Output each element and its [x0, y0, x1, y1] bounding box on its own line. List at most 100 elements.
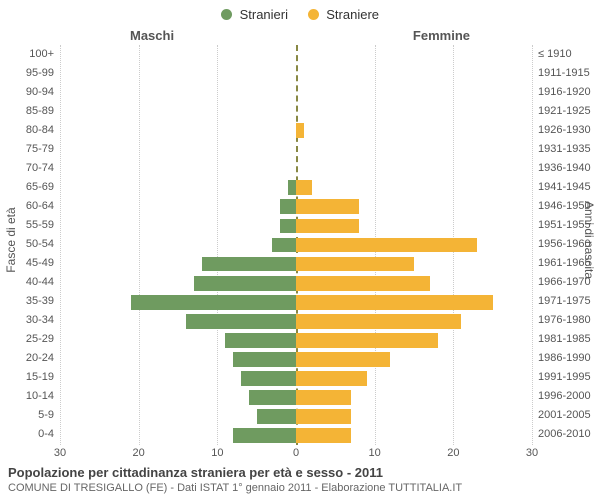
birth-year-label: 1961-1965 — [538, 257, 591, 269]
pyramid-row — [60, 66, 532, 81]
age-label: 75-79 — [26, 143, 54, 155]
bar-female — [296, 390, 351, 405]
pyramid-row — [60, 371, 532, 386]
pyramid-row — [60, 47, 532, 62]
age-label: 80-84 — [26, 124, 54, 136]
pyramid-row — [60, 199, 532, 214]
pyramid-row — [60, 276, 532, 291]
bar-female — [296, 199, 359, 214]
age-label: 40-44 — [26, 276, 54, 288]
pyramid-row — [60, 352, 532, 367]
age-label: 55-59 — [26, 219, 54, 231]
birth-year-label: 1911-1915 — [538, 67, 590, 79]
x-tick-label: 10 — [369, 447, 381, 459]
pyramid-row — [60, 142, 532, 157]
birth-year-label: 1926-1930 — [538, 124, 591, 136]
pyramid-row — [60, 85, 532, 100]
age-label: 50-54 — [26, 238, 54, 250]
pyramid-row — [60, 180, 532, 195]
x-tick-label: 20 — [133, 447, 145, 459]
bar-male — [288, 180, 296, 195]
age-label: 5-9 — [38, 409, 54, 421]
bar-male — [194, 276, 296, 291]
x-tick-label: 0 — [293, 447, 299, 459]
age-label: 15-19 — [26, 371, 54, 383]
bar-female — [296, 276, 430, 291]
birth-year-label: 1941-1945 — [538, 181, 591, 193]
bar-female — [296, 314, 461, 329]
age-label: 45-49 — [26, 257, 54, 269]
legend-item-male: Stranieri — [221, 6, 288, 22]
bar-male — [280, 199, 296, 214]
legend-item-female: Straniere — [308, 6, 379, 22]
bar-female — [296, 238, 477, 253]
x-tick-label: 20 — [447, 447, 459, 459]
grid-line — [532, 45, 533, 445]
legend-label-female: Straniere — [326, 7, 379, 22]
bar-male — [249, 390, 296, 405]
caption: Popolazione per cittadinanza straniera p… — [8, 465, 592, 494]
pyramid-row — [60, 409, 532, 424]
bar-female — [296, 257, 414, 272]
birth-year-label: 1936-1940 — [538, 162, 591, 174]
column-header-female: Femmine — [413, 28, 470, 43]
legend-swatch-male — [221, 9, 232, 20]
caption-title: Popolazione per cittadinanza straniera p… — [8, 465, 592, 480]
age-label: 85-89 — [26, 105, 54, 117]
plot-area: 3020100102030100+≤ 191095-991911-191590-… — [60, 45, 532, 445]
pyramid-row — [60, 161, 532, 176]
bar-female — [296, 219, 359, 234]
bar-male — [186, 314, 296, 329]
birth-year-label: 1986-1990 — [538, 352, 591, 364]
pyramid-row — [60, 104, 532, 119]
pyramid-row — [60, 238, 532, 253]
legend-label-male: Stranieri — [240, 7, 288, 22]
bar-male — [233, 352, 296, 367]
legend-swatch-female — [308, 9, 319, 20]
bar-female — [296, 428, 351, 443]
birth-year-label: 1971-1975 — [538, 295, 591, 307]
age-label: 65-69 — [26, 181, 54, 193]
birth-year-label: 1931-1935 — [538, 143, 591, 155]
birth-year-label: ≤ 1910 — [538, 48, 572, 60]
y-axis-left-title: Fasce di età — [4, 207, 18, 272]
age-label: 10-14 — [26, 390, 54, 402]
pyramid-row — [60, 428, 532, 443]
age-label: 20-24 — [26, 352, 54, 364]
bar-male — [233, 428, 296, 443]
bar-female — [296, 333, 438, 348]
age-label: 90-94 — [26, 86, 54, 98]
bar-female — [296, 180, 312, 195]
pyramid-row — [60, 257, 532, 272]
age-label: 95-99 — [26, 67, 54, 79]
pyramid-row — [60, 390, 532, 405]
bar-female — [296, 371, 367, 386]
age-label: 25-29 — [26, 333, 54, 345]
pyramid-row — [60, 333, 532, 348]
birth-year-label: 1916-1920 — [538, 86, 591, 98]
pyramid-row — [60, 295, 532, 310]
bar-female — [296, 123, 304, 138]
birth-year-label: 1956-1960 — [538, 238, 591, 250]
x-tick-label: 30 — [526, 447, 538, 459]
birth-year-label: 1996-2000 — [538, 390, 591, 402]
birth-year-label: 1966-1970 — [538, 276, 591, 288]
age-label: 0-4 — [38, 428, 54, 440]
birth-year-label: 2006-2010 — [538, 428, 591, 440]
x-tick-label: 30 — [54, 447, 66, 459]
birth-year-label: 1921-1925 — [538, 105, 591, 117]
age-label: 100+ — [29, 48, 54, 60]
birth-year-label: 1951-1955 — [538, 219, 591, 231]
age-label: 35-39 — [26, 295, 54, 307]
pyramid-row — [60, 123, 532, 138]
caption-sub: COMUNE DI TRESIGALLO (FE) - Dati ISTAT 1… — [8, 482, 592, 494]
pyramid-row — [60, 314, 532, 329]
birth-year-label: 1976-1980 — [538, 314, 591, 326]
bar-female — [296, 295, 493, 310]
bar-female — [296, 409, 351, 424]
bar-male — [241, 371, 296, 386]
x-tick-label: 10 — [211, 447, 223, 459]
birth-year-label: 1981-1985 — [538, 333, 591, 345]
birth-year-label: 1946-1950 — [538, 200, 591, 212]
bar-male — [272, 238, 296, 253]
